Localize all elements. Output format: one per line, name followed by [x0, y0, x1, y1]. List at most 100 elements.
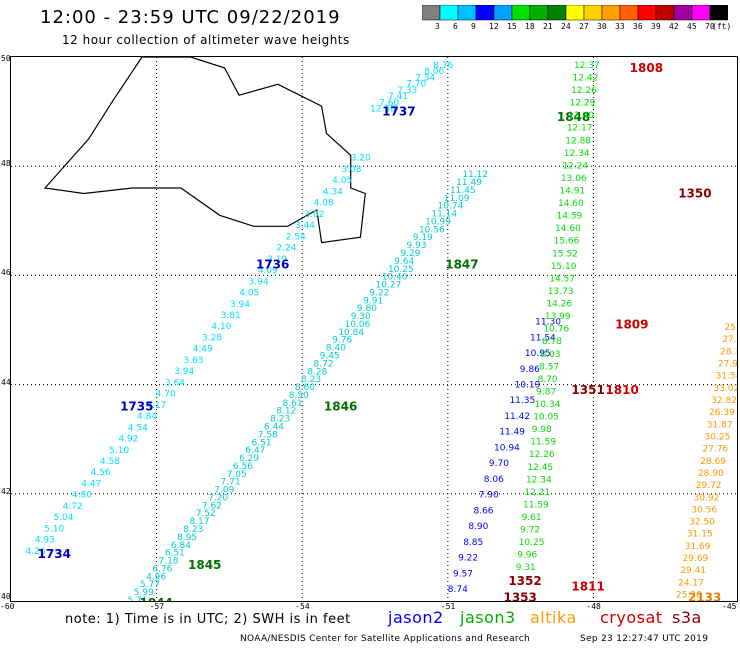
pass-time-label: 1350 — [678, 187, 711, 201]
wave-height-value: 5.99 — [134, 588, 154, 598]
wave-height-value: 30.25 — [705, 432, 731, 442]
wave-height-value: 14.60 — [555, 224, 581, 234]
wave-height-value: 5.04 — [53, 513, 73, 523]
y-tick-label: 50 — [1, 54, 11, 63]
colorbar-label: 42 — [669, 22, 679, 31]
wave-height-value: 12.26 — [571, 86, 597, 96]
wave-height-value: 8.57 — [539, 362, 559, 372]
wave-height-value: 8.40 — [326, 344, 346, 354]
colorbar-swatch — [439, 5, 459, 21]
wave-height-value: 8.85 — [463, 538, 483, 548]
wave-height-value: 12.29 — [570, 99, 596, 109]
wave-height-value: 7.90 — [479, 491, 499, 501]
wave-height-value: 9.72 — [520, 526, 540, 536]
colorbar-swatch — [637, 5, 657, 21]
wave-height-value: 8.66 — [473, 506, 493, 516]
legend-s3a: s3a — [672, 608, 702, 627]
wave-height-value: 9.80 — [357, 304, 377, 314]
pass-time-label: 1845 — [188, 558, 221, 572]
wave-height-value: 7.71 — [221, 478, 241, 488]
wave-height-value: 7.20 — [208, 493, 228, 503]
wave-height-value: 25.36 — [676, 591, 702, 601]
wave-height-value: 9.30 — [351, 312, 371, 322]
pass-time-label: 2133 — [688, 591, 721, 602]
wave-height-value: 9.87 — [536, 387, 556, 397]
wave-height-value: 28.90 — [698, 469, 724, 479]
colorbar-swatch — [619, 5, 639, 21]
wave-height-value: 3.94 — [249, 277, 269, 287]
wave-height-value: 10.34 — [535, 400, 561, 410]
wave-height-value: 11.12 — [462, 170, 488, 180]
colorbar-swatch — [709, 5, 728, 21]
wave-height-value: 7.70 — [406, 80, 426, 90]
wave-height-value: 8.90 — [468, 522, 488, 532]
colorbar-label: 27 — [579, 22, 589, 31]
colorbar-label: 12 — [489, 22, 499, 31]
x-tick-label: -48 — [586, 602, 601, 611]
wave-height-value: 3.02 — [304, 210, 324, 220]
wave-height-value: 9.76 — [332, 336, 352, 346]
wave-height-value: 11.59 — [530, 438, 556, 448]
wave-height-value: 12.45 — [527, 463, 553, 473]
wave-height-value: 31.87 — [707, 420, 733, 430]
wave-height-value: 3.20 — [351, 154, 371, 164]
colorbar-label: 36 — [633, 22, 643, 31]
wave-height-value: 24.17 — [678, 578, 704, 588]
wave-height-value: 10.25 — [388, 265, 414, 275]
wave-height-value: 6.51 — [252, 438, 272, 448]
colorbar-label: 3 — [435, 22, 440, 31]
wave-height-value: 11.14 — [431, 210, 457, 220]
wave-height-value: 27.91 — [718, 359, 738, 369]
wave-height-value: 14.59 — [557, 212, 583, 222]
wave-height-value: 7.05 — [227, 470, 247, 480]
wave-height-value: 9.91 — [363, 296, 383, 306]
wave-height-value: 4.70 — [156, 390, 176, 400]
wave-height-value: 4.09 — [258, 266, 278, 276]
colorbar-label: 45 — [687, 22, 697, 31]
wave-height-value: 4.54 — [128, 423, 148, 433]
wave-height-value: 10.25 — [519, 538, 545, 548]
wave-height-value: 12.26 — [529, 450, 555, 460]
wave-height-value: 30.92 — [694, 493, 720, 503]
wave-height-value: 9.22 — [369, 288, 389, 298]
colorbar-swatch — [583, 5, 603, 21]
wave-height-value: 4.56 — [91, 468, 111, 478]
wave-height-value: 11.59 — [523, 500, 549, 510]
wave-height-value: 12.17 — [567, 124, 593, 134]
wave-height-value: 3.81 — [221, 311, 241, 321]
wave-height-value: 27.80 — [722, 335, 738, 345]
x-tick-label: -51 — [440, 602, 456, 611]
wave-height-value: 30.56 — [691, 505, 717, 515]
wave-height-value: 11.42 — [504, 412, 530, 422]
map-panel: 4.26 4.93 5.10 5.04 4.72 4.80 4.47 4.56 4.58 5.10… — [10, 56, 738, 602]
wave-height-value: 4.17 — [146, 401, 166, 411]
y-tick-label: 40 — [1, 592, 11, 601]
wave-height-value: 12.88 — [565, 136, 591, 146]
y-tick-label: 44 — [1, 377, 11, 387]
wave-height-value: 8.78 — [542, 337, 562, 347]
wave-height-value: 11.09 — [444, 194, 470, 204]
wave-height-value: 32.82 — [711, 396, 737, 406]
wave-height-value: 32.50 — [689, 518, 715, 528]
colorbar-label: 33 — [615, 22, 625, 31]
colorbar-swatch — [511, 5, 531, 21]
wave-height-value: 4.92 — [118, 435, 138, 445]
colorbar-swatch — [547, 5, 567, 21]
wave-height-value: 8.28 — [307, 367, 327, 377]
wave-height-value: 11.49 — [456, 178, 482, 188]
wave-height-value: 4.96 — [146, 572, 166, 582]
newfoundland-coastline — [43, 57, 366, 244]
wave-height-value: 3.94 — [230, 300, 250, 310]
wave-height-value: 9.86 — [520, 365, 540, 375]
wave-height-value: 4.05 — [239, 289, 259, 299]
wave-height-value: 27.76 — [702, 445, 728, 455]
wave-height-value: 25.00 — [724, 323, 738, 333]
wave-height-value: 6.76 — [152, 564, 172, 574]
colorbar-label: 30 — [597, 22, 607, 31]
wave-height-value: 13.06 — [561, 174, 587, 184]
wave-height-value: 8.12 — [276, 407, 296, 417]
pass-time-label: 1848 — [557, 110, 590, 124]
wave-height-value: 10.94 — [494, 443, 520, 453]
wave-height-value: 10.76 — [543, 325, 569, 335]
wave-height-value: 28.39 — [720, 347, 738, 357]
